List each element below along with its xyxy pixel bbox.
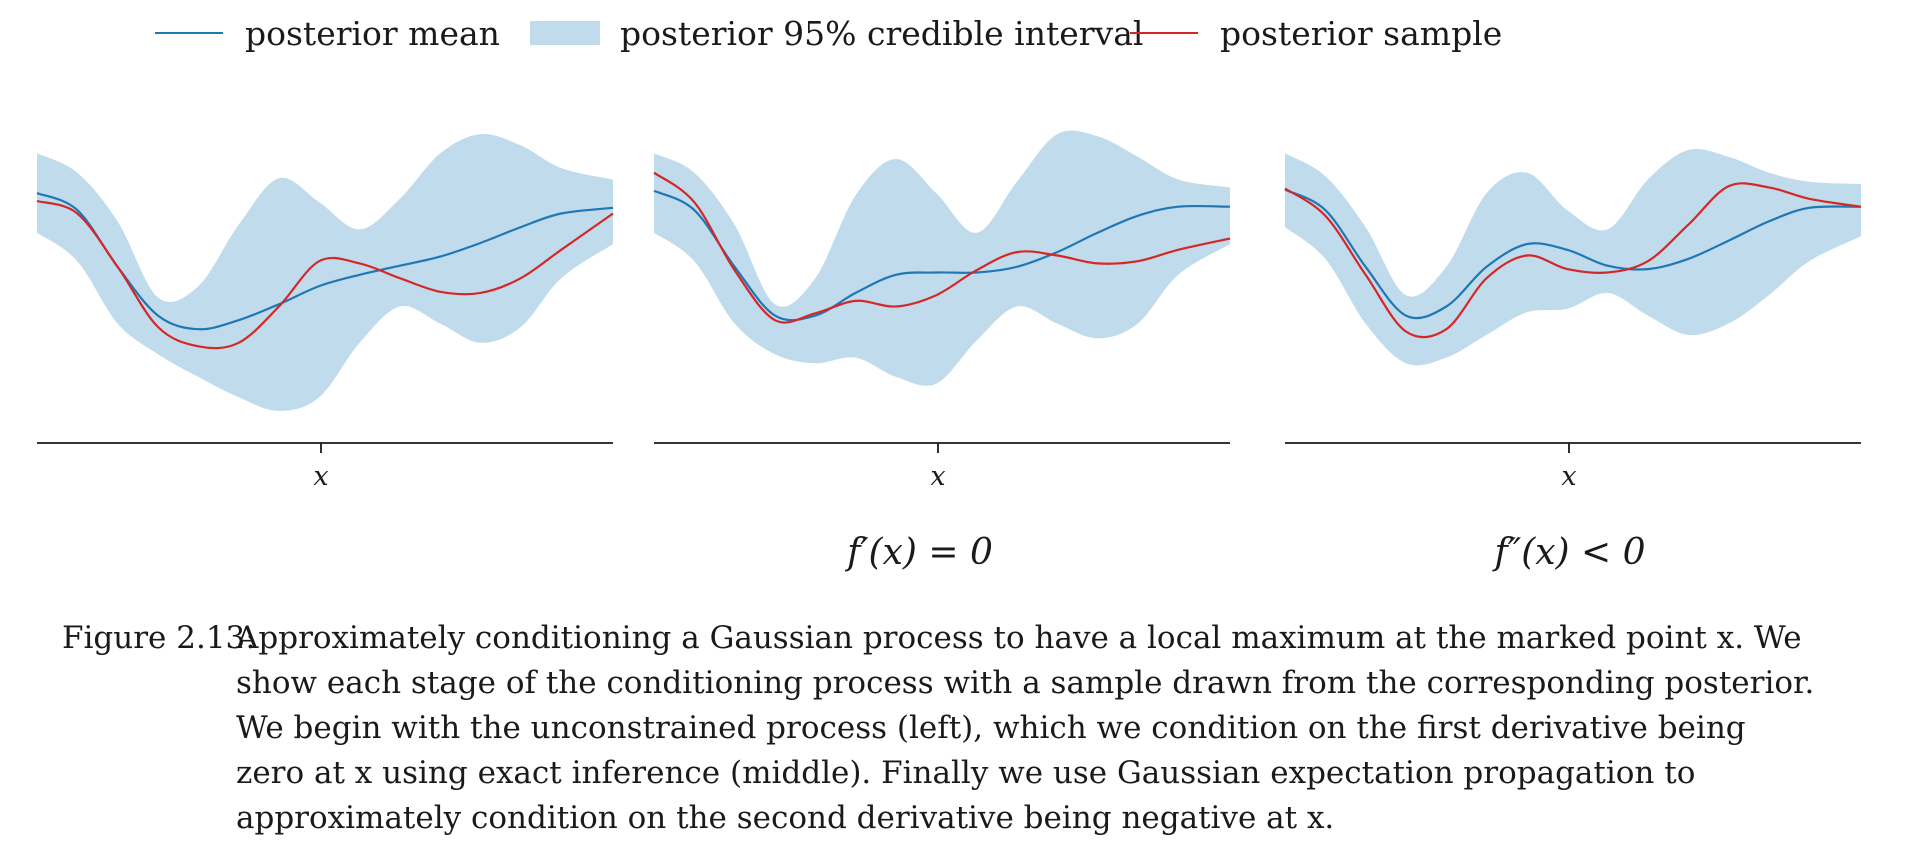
legend-interval-swatch [530,21,600,45]
condition-label-middle: f′(x) = 0 [847,532,993,573]
x-axis-tick-label: x [313,461,328,492]
credible-interval-band [654,130,1230,386]
legend-mean-swatch [155,32,223,34]
caption-number: Figure 2.13: [62,620,256,656]
legend-sample-label: posterior sample [1220,13,1503,53]
legend-sample-swatch [1130,32,1198,34]
posterior-mean-line [1284,188,1862,320]
chart-panel-3: x [1284,148,1862,492]
legend-item-sample: posterior sample [1130,12,1502,54]
condition-label-right: f″(x) < 0 [1494,532,1646,573]
credible-interval-band [1285,148,1861,366]
chart-panel-1: x [36,133,614,492]
chart-panel-2: x [653,130,1231,492]
posterior-mean-line [653,189,1231,322]
caption-text: Approximately conditioning a Gaussian pr… [236,620,1815,836]
posterior-sample-line [36,199,614,350]
posterior-sample-line [1284,182,1862,339]
legend-item-mean: posterior mean [155,12,500,54]
legend: posterior mean posterior 95% credible in… [0,0,1905,70]
x-axis-tick-label: x [1561,461,1576,492]
x-axis-tick-label: x [930,461,945,492]
legend-item-interval: posterior 95% credible interval [530,12,1143,54]
legend-interval-label: posterior 95% credible interval [620,13,1144,53]
figure-caption: Figure 2.13: Approximately conditioning … [62,616,1822,841]
credible-interval-band [37,133,613,411]
posterior-sample-line [653,171,1231,324]
legend-mean-label: posterior mean [245,13,500,53]
